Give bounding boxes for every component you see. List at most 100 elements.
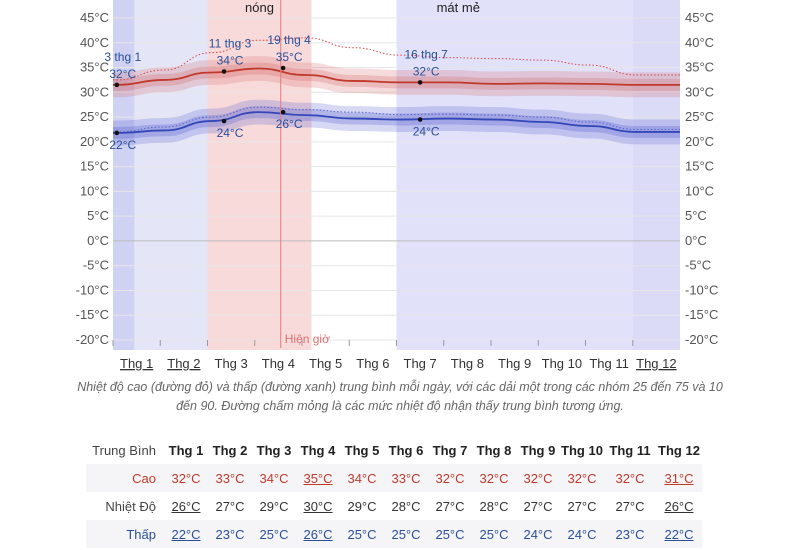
table-cell: 25°C (479, 526, 509, 542)
y-tick-label: 45°C (685, 10, 714, 25)
y-tick-label: 10°C (685, 183, 714, 198)
annotation-dot (417, 80, 423, 85)
annotation-dot (280, 65, 286, 71)
grid-lines (113, 17, 680, 341)
y-tick-label: 5°C (87, 208, 109, 223)
table-column-header: Thg 9 (520, 442, 556, 458)
table-cell: 25°C (435, 526, 465, 542)
month-label: Thg 9 (498, 356, 531, 371)
y-tick-label: -10°C (76, 282, 109, 297)
table-cell: 33°C (391, 470, 421, 486)
y-tick-label: -15°C (76, 307, 109, 322)
season-band-0 (207, 0, 312, 350)
cold-band-dark (113, 0, 135, 350)
table-column-header: Thg 3 (256, 442, 292, 458)
month-label: Thg 2 (167, 356, 200, 371)
table-body: Cao 32°C 33°C 34°C 35°C 34°C 33°C 32°C 32°C 32°C 3… (86, 464, 702, 548)
annotation-dot (280, 109, 286, 115)
table-cell: 29°C (347, 498, 377, 514)
month-label: Thg 11 (589, 356, 629, 371)
table-column-header: Thg 5 (344, 442, 380, 458)
annotation-value: 22°C (109, 138, 136, 152)
annotation-dot (221, 118, 227, 124)
y-tick-label: 15°C (80, 159, 109, 174)
chart-caption: Nhiệt độ cao (đường đỏ) và thấp (đường x… (77, 380, 723, 413)
table-cell: 32°C (523, 470, 553, 486)
y-tick-label: 20°C (685, 134, 714, 149)
table-cell: 25°C (347, 526, 377, 542)
y-tick-label: 35°C (80, 60, 109, 75)
table-cell: 28°C (391, 498, 421, 514)
table-cell: 31°C (664, 470, 694, 486)
table-cell: 32°C (615, 470, 645, 486)
month-label: Thg 7 (404, 356, 437, 371)
annotation-value: 32°C (109, 67, 136, 81)
table-cell: 32°C (567, 470, 597, 486)
y-tick-label: 25°C (685, 109, 714, 124)
y-tick-label: 30°C (80, 84, 109, 99)
annotation-dot (114, 130, 120, 136)
y-tick-label: -10°C (685, 282, 718, 297)
table-cell: 27°C (215, 498, 245, 514)
table-cell: 24°C (523, 526, 553, 542)
y-tick-label: 40°C (80, 35, 109, 50)
annotation-value: 32°C (413, 64, 440, 78)
month-label: Thg 3 (215, 356, 248, 371)
season-label-0: nóng (245, 0, 274, 15)
table-cell: 27°C (435, 498, 465, 514)
season-band-1 (396, 0, 680, 350)
y-tick-label: 45°C (80, 10, 109, 25)
annotations: 3 thg 1 32°C 22°C 11 thg 3 34°C 24°C 19 thg 4 3… (104, 33, 448, 152)
table-cell: 26°C (664, 498, 694, 514)
table-cell: 27°C (523, 498, 553, 514)
table-cell: 33°C (215, 470, 245, 486)
y-tick-label: 20°C (80, 134, 109, 149)
feels-high-line (113, 37, 680, 81)
table-column-header: Thg 10 (561, 442, 603, 458)
high-band-outer (113, 56, 680, 98)
month-label: Thg 4 (262, 356, 295, 371)
temperature-chart: nóng mát mẻ 45°C 40°C 35°C 30°C 25°C 20°C 15°C 1… (76, 0, 718, 371)
table-corner: Trung Bình (92, 442, 156, 458)
table-cell: 35°C (303, 470, 333, 486)
table-row-mean: Nhiệt Độ 26°C 27°C 29°C 30°C 29°C 28°C 27°C 28°C… (86, 492, 702, 520)
y-tick-label: 0°C (685, 233, 707, 248)
series-group: Hiện giờ (113, 0, 680, 348)
table-cell: 32°C (171, 470, 201, 486)
table-cell: 29°C (259, 498, 289, 514)
table-cell: 34°C (259, 470, 289, 486)
table-cell: 25°C (259, 526, 289, 542)
table-cell: 22°C (171, 526, 201, 542)
table-column-header: Thg 1 (168, 442, 204, 458)
month-label: Thg 6 (356, 356, 389, 371)
x-axis: Thg 1 Thg 2 Thg 3 Thg 4 Thg 5 Thg 6 Thg 7 Thg 8… (112, 340, 677, 371)
y-tick-label: 25°C (80, 109, 109, 124)
annotation-value: 35°C (276, 50, 303, 64)
table-row-label: Cao (132, 470, 156, 486)
table-cell: 27°C (615, 498, 645, 514)
table-cell: 34°C (347, 470, 377, 486)
table-column-header: Thg 11 (609, 442, 651, 458)
season-bands: nóng mát mẻ (113, 0, 680, 350)
low-band-inner (113, 106, 680, 139)
low-line (113, 111, 680, 134)
table-cell: 24°C (567, 526, 597, 542)
annotation-dot (417, 117, 423, 122)
high-line (113, 67, 680, 86)
y-tick-label: 5°C (685, 208, 707, 223)
table-cell: 23°C (615, 526, 645, 542)
season-label-1: mát mẻ (437, 0, 480, 15)
annotation-value: 24°C (413, 125, 440, 139)
table-cell: 23°C (215, 526, 245, 542)
table-cell: 22°C (664, 526, 694, 542)
now-marker-label: Hiện giờ (285, 332, 330, 346)
table-cell: 26°C (303, 526, 333, 542)
feels-low-line (113, 106, 680, 133)
y-tick-label: -20°C (76, 332, 109, 347)
y-tick-label: 10°C (80, 183, 109, 198)
low-band-outer (113, 99, 680, 146)
table-row-label: Nhiệt Độ (105, 498, 156, 514)
annotation-value: 26°C (276, 117, 303, 131)
y-tick-label: -15°C (685, 307, 718, 322)
annotation-dot (221, 69, 227, 74)
